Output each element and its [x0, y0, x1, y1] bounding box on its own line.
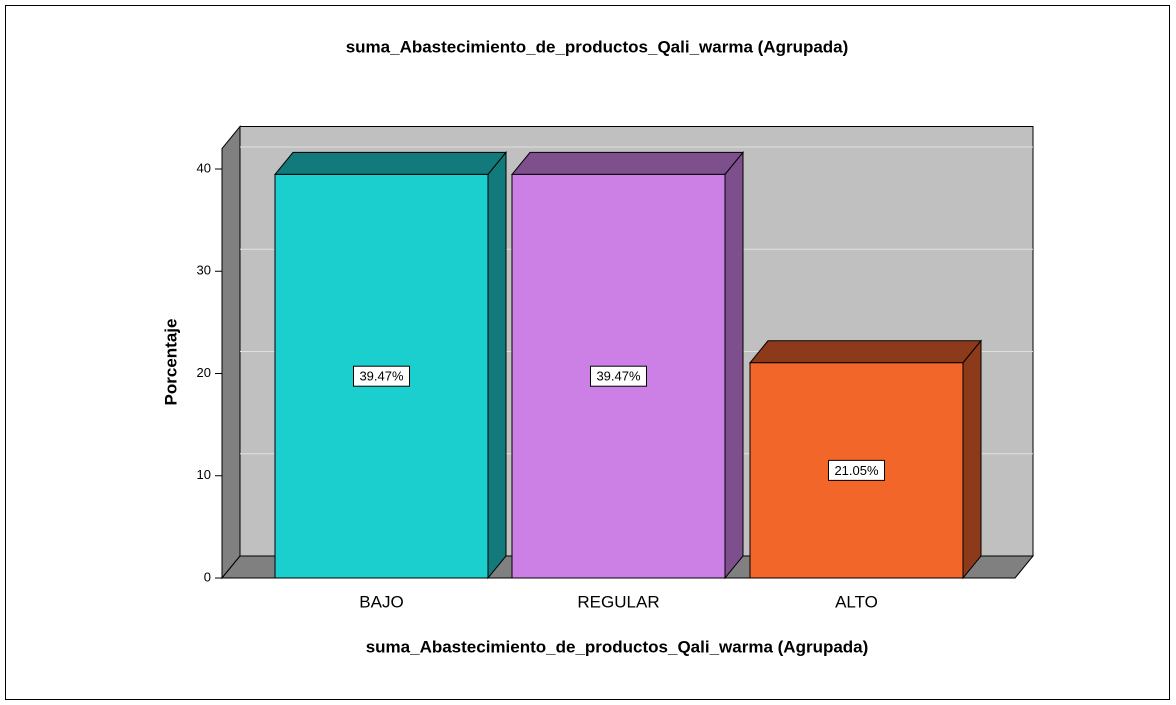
x-tick-label: REGULAR	[577, 592, 659, 611]
value-label-box	[828, 459, 885, 481]
value-label: 21.05%	[834, 463, 879, 478]
bar-top	[510, 151, 745, 175]
y-tick-label: 20	[197, 365, 211, 380]
y-tick-label: 40	[197, 160, 211, 175]
value-label-box	[353, 365, 410, 387]
value-label: 39.47%	[359, 369, 404, 384]
bar-side	[724, 151, 744, 580]
y-tick-label: 0	[204, 569, 211, 584]
y-tick-label: 30	[197, 263, 211, 278]
x-tick-label: BAJO	[359, 592, 403, 611]
bar-top	[748, 340, 983, 364]
bar-side	[487, 151, 507, 580]
bar-side	[962, 339, 982, 580]
x-tick-label: ALTO	[835, 592, 878, 611]
y-axis-label: Porcentaje	[161, 319, 180, 406]
chart-title: suma_Abastecimiento_de_productos_Qali_wa…	[346, 37, 849, 56]
value-label: 39.47%	[596, 369, 641, 384]
value-label-box	[590, 365, 647, 387]
left-wall	[221, 125, 241, 580]
y-tick-label: 10	[197, 467, 211, 482]
bar-top	[273, 151, 508, 175]
x-axis-label: suma_Abastecimiento_de_productos_Qali_wa…	[366, 637, 869, 656]
